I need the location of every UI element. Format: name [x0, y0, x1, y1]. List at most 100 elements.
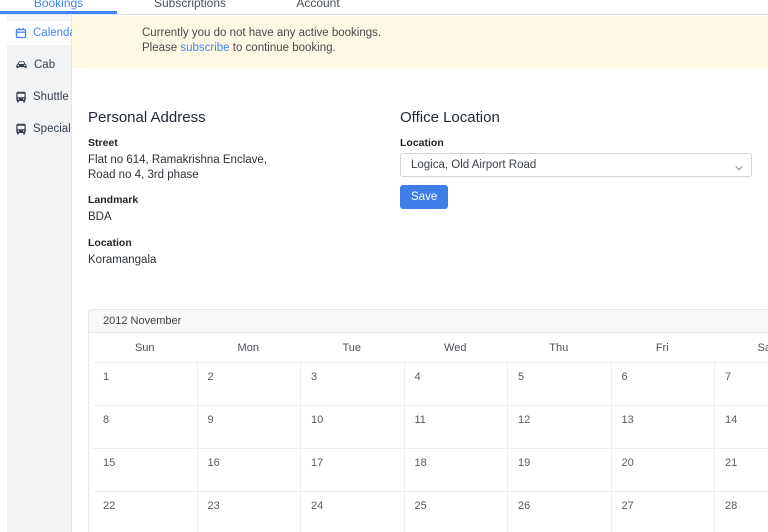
calendar-day-cell[interactable]: 2 [197, 362, 301, 405]
main-layout: Calendar Cab Shuttle Special Currently you … [0, 15, 768, 532]
calendar-day-header-thu: Thu [507, 333, 611, 362]
calendar-day-cell[interactable]: 19 [507, 448, 611, 491]
field-value-line: Road no 4, 3rd phase [88, 168, 400, 183]
sidebar-item-cab[interactable]: Cab [0, 53, 71, 77]
banner-line2-prefix: Please [142, 42, 180, 54]
calendar-day-cell[interactable]: 22 [93, 491, 197, 532]
calendar-day-number: 8 [93, 406, 197, 426]
calendar-day-cell[interactable]: 7 [714, 362, 768, 405]
calendar-day-cell[interactable]: 12 [507, 405, 611, 448]
calendar-day-number: 28 [715, 492, 768, 512]
calendar-day-number: 14 [715, 406, 768, 426]
calendar-day-cell[interactable]: 3 [300, 362, 404, 405]
calendar-day-cell[interactable]: 27 [611, 491, 715, 532]
office-location-field: Location Logica, Old Airport Road [400, 137, 752, 177]
tab-bookings[interactable]: Bookings [0, 0, 117, 14]
calendar-day-number: 17 [301, 449, 404, 469]
calendar-day-cell[interactable]: 14 [714, 405, 768, 448]
location-select[interactable]: Logica, Old Airport Road [400, 153, 752, 177]
address-field-street: StreetFlat no 614, Ramakrishna Enclave,R… [88, 137, 400, 182]
calendar-day-cell[interactable]: 23 [197, 491, 301, 532]
subscribe-link[interactable]: subscribe [180, 42, 229, 54]
active-bookings-banner: Currently you do not have any active boo… [72, 16, 768, 68]
calendar-day-cell[interactable]: 4 [404, 362, 508, 405]
calendar-day-cell[interactable]: 9 [197, 405, 301, 448]
calendar-day-cell[interactable]: 28 [714, 491, 768, 532]
calendar-day-header-sun: Sun [93, 333, 197, 362]
car-icon [15, 59, 28, 71]
calendar-day-number: 26 [508, 492, 611, 512]
calendar-day-cell[interactable]: 11 [404, 405, 508, 448]
calendar-grid: 1234567891011121314151617181920212223242… [93, 362, 768, 532]
field-value-line: BDA [88, 210, 400, 225]
content-area: Currently you do not have any active boo… [72, 15, 768, 532]
sidebar-item-label: Shuttle [33, 91, 69, 103]
calendar-day-number: 23 [198, 492, 301, 512]
calendar-day-number: 3 [301, 363, 404, 383]
calendar-day-number: 18 [405, 449, 508, 469]
calendar-icon [15, 27, 27, 39]
address-field-location: Location Koramangala [88, 237, 400, 268]
calendar-day-cell[interactable]: 1 [93, 362, 197, 405]
banner-line2: Please subscribe to continue booking. [142, 41, 758, 56]
bus-icon [15, 123, 27, 135]
calendar-day-number: 10 [301, 406, 404, 426]
personal-address-fields: StreetFlat no 614, Ramakrishna Enclave,R… [88, 137, 400, 267]
calendar-day-cell[interactable]: 20 [611, 448, 715, 491]
calendar-day-cell[interactable]: 17 [300, 448, 404, 491]
calendar-day-header-sat: Sat [714, 333, 768, 362]
field-label: Street [88, 137, 400, 149]
calendar-day-cell[interactable]: 21 [714, 448, 768, 491]
calendar-day-number: 4 [405, 363, 508, 383]
banner-line2-suffix: to continue booking. [230, 42, 336, 54]
calendar-day-header-fri: Fri [611, 333, 715, 362]
address-sections: Personal Address StreetFlat no 614, Rama… [72, 110, 768, 267]
calendar-day-number: 25 [405, 492, 508, 512]
location-label: Location [400, 137, 752, 149]
tab-account[interactable]: Account [263, 0, 373, 14]
calendar-day-number: 21 [715, 449, 768, 469]
calendar-day-header-mon: Mon [197, 333, 301, 362]
calendar-day-headers: SunMonTueWedThuFriSat [93, 333, 768, 362]
calendar-day-number: 16 [198, 449, 301, 469]
tab-subscriptions[interactable]: Subscriptions [117, 0, 263, 14]
calendar-day-cell[interactable]: 16 [197, 448, 301, 491]
bus-icon [15, 91, 27, 103]
calendar-day-number: 6 [612, 363, 715, 383]
top-tab-bar: Bookings Subscriptions Account [0, 0, 768, 15]
sidebar-item-calendar[interactable]: Calendar [0, 21, 71, 45]
calendar-day-cell[interactable]: 25 [404, 491, 508, 532]
calendar-day-number: 20 [612, 449, 715, 469]
sidebar-item-label: Special [33, 123, 71, 135]
calendar-day-number: 24 [301, 492, 404, 512]
calendar-card: 2012 November SunMonTueWedThuFriSat 1234… [88, 309, 768, 532]
calendar-day-cell[interactable]: 8 [93, 405, 197, 448]
field-label: Location [88, 237, 400, 249]
field-value: BDA [88, 210, 400, 225]
sidebar: Calendar Cab Shuttle Special [0, 15, 72, 532]
calendar-day-cell[interactable]: 13 [611, 405, 715, 448]
calendar-day-number: 27 [612, 492, 715, 512]
sidebar-item-label: Cab [34, 59, 55, 71]
sidebar-item-shuttle[interactable]: Shuttle [0, 85, 71, 109]
calendar-day-cell[interactable]: 15 [93, 448, 197, 491]
tab-label: Subscriptions [154, 0, 226, 14]
sidebar-item-special[interactable]: Special [0, 117, 71, 141]
calendar-day-cell[interactable]: 6 [611, 362, 715, 405]
calendar-day-number: 9 [198, 406, 301, 426]
tab-label: Account [296, 0, 339, 14]
calendar-day-cell[interactable]: 24 [300, 491, 404, 532]
calendar-day-header-wed: Wed [404, 333, 508, 362]
save-button[interactable]: Save [400, 185, 448, 209]
calendar-day-cell[interactable]: 26 [507, 491, 611, 532]
calendar-day-cell[interactable]: 10 [300, 405, 404, 448]
calendar-month-title: 2012 November [89, 310, 768, 333]
personal-address-title: Personal Address [88, 110, 400, 125]
calendar-day-number: 1 [93, 363, 197, 383]
calendar-day-number: 5 [508, 363, 611, 383]
field-value: Koramangala [88, 253, 400, 268]
calendar-day-header-tue: Tue [300, 333, 404, 362]
calendar-day-cell[interactable]: 18 [404, 448, 508, 491]
calendar-day-number: 22 [93, 492, 197, 512]
calendar-day-cell[interactable]: 5 [507, 362, 611, 405]
